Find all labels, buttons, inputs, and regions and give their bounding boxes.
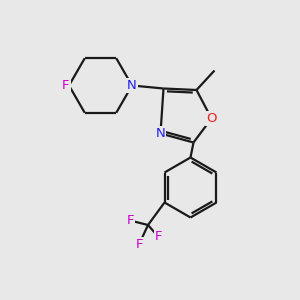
Text: F: F: [126, 214, 134, 227]
Text: F: F: [62, 79, 70, 92]
Text: F: F: [135, 238, 143, 251]
Text: N: N: [127, 79, 137, 92]
Text: F: F: [155, 230, 162, 244]
Text: N: N: [156, 127, 165, 140]
Text: O: O: [206, 112, 217, 125]
